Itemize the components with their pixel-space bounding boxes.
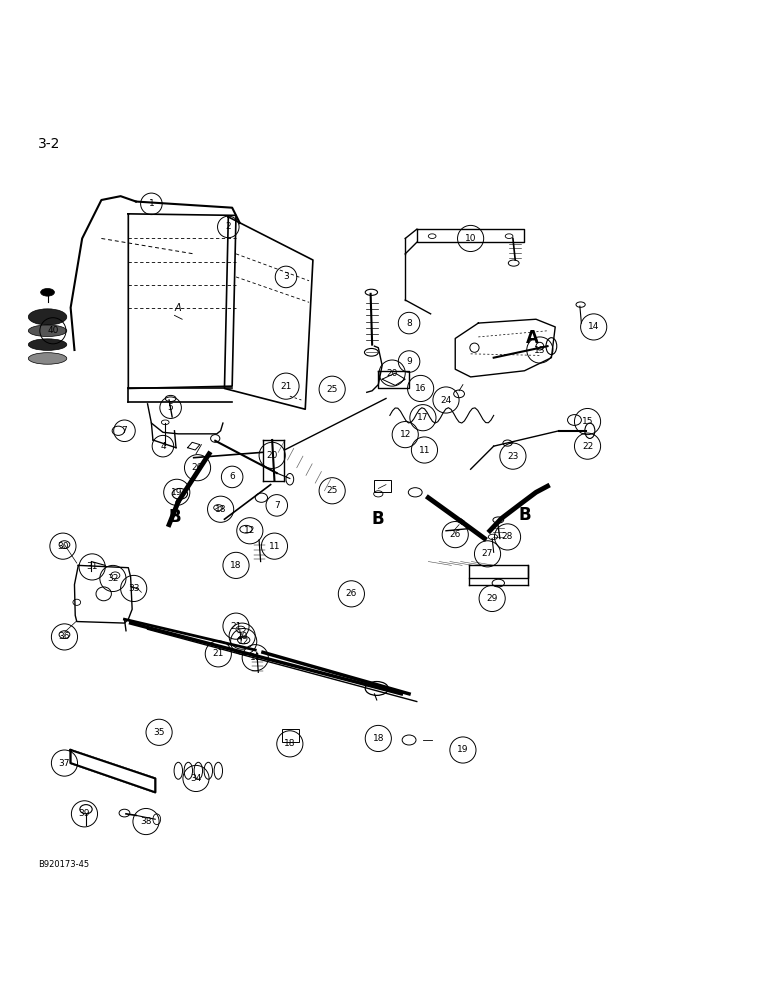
Text: 18: 18	[284, 739, 296, 748]
Text: 11: 11	[249, 653, 261, 662]
Text: 4: 4	[160, 442, 166, 451]
Text: 11: 11	[418, 446, 430, 455]
Text: 12: 12	[400, 430, 411, 439]
Text: 24: 24	[440, 396, 452, 405]
Text: 27: 27	[482, 549, 493, 558]
Text: 8: 8	[406, 319, 412, 328]
Text: 6: 6	[229, 472, 235, 481]
Text: 9: 9	[406, 357, 412, 366]
Text: 18: 18	[230, 561, 242, 570]
Text: 22: 22	[582, 442, 593, 451]
Text: B920173-45: B920173-45	[39, 860, 90, 869]
Text: 33: 33	[128, 584, 140, 593]
Text: 18: 18	[373, 734, 384, 743]
Text: 1: 1	[148, 199, 154, 208]
Text: 12: 12	[244, 526, 256, 535]
Text: 28: 28	[502, 532, 513, 541]
Text: 21: 21	[230, 622, 242, 631]
Text: 10: 10	[465, 234, 476, 243]
Ellipse shape	[29, 309, 66, 325]
Text: 19: 19	[171, 488, 182, 497]
Text: A: A	[175, 303, 181, 313]
Text: 30: 30	[57, 542, 69, 551]
Text: 18: 18	[215, 505, 226, 514]
Text: 5: 5	[168, 403, 174, 412]
Text: 25: 25	[327, 385, 338, 394]
Text: 21: 21	[212, 649, 224, 658]
Text: 16: 16	[415, 384, 426, 393]
Text: 26: 26	[192, 463, 203, 472]
Text: 34: 34	[191, 774, 201, 783]
Text: 19: 19	[457, 745, 469, 754]
Text: 40: 40	[47, 326, 59, 335]
Text: 11: 11	[269, 542, 280, 551]
Polygon shape	[70, 750, 155, 792]
Ellipse shape	[41, 288, 55, 296]
Text: 15: 15	[582, 417, 594, 426]
Text: 37: 37	[59, 759, 70, 768]
Text: 29: 29	[486, 594, 498, 603]
Text: 32: 32	[107, 574, 119, 583]
Text: 20: 20	[387, 369, 398, 378]
Text: 20: 20	[266, 451, 278, 460]
Text: 12: 12	[238, 637, 249, 646]
Text: B: B	[168, 508, 181, 526]
Text: 36: 36	[59, 632, 70, 641]
Text: 7: 7	[274, 501, 279, 510]
Text: 17: 17	[417, 413, 428, 422]
Text: A: A	[526, 329, 539, 347]
Text: 35: 35	[154, 728, 165, 737]
Text: B: B	[372, 510, 384, 528]
Text: 38: 38	[141, 817, 152, 826]
Text: 3-2: 3-2	[39, 137, 61, 151]
Text: 2: 2	[225, 222, 231, 231]
Ellipse shape	[29, 353, 66, 364]
Text: 23: 23	[507, 452, 519, 461]
Text: 7: 7	[121, 426, 127, 435]
Text: 25: 25	[327, 486, 338, 495]
Text: 31: 31	[86, 562, 98, 571]
Ellipse shape	[29, 325, 66, 337]
Text: 26: 26	[449, 530, 461, 539]
Text: 26: 26	[346, 589, 357, 598]
Text: 3: 3	[283, 272, 289, 281]
Text: 13: 13	[534, 346, 546, 355]
Ellipse shape	[29, 339, 66, 350]
Text: 39: 39	[79, 809, 90, 818]
Text: 20: 20	[236, 632, 248, 641]
Text: B: B	[518, 506, 531, 524]
Text: 21: 21	[280, 382, 292, 391]
Text: 14: 14	[588, 322, 599, 331]
